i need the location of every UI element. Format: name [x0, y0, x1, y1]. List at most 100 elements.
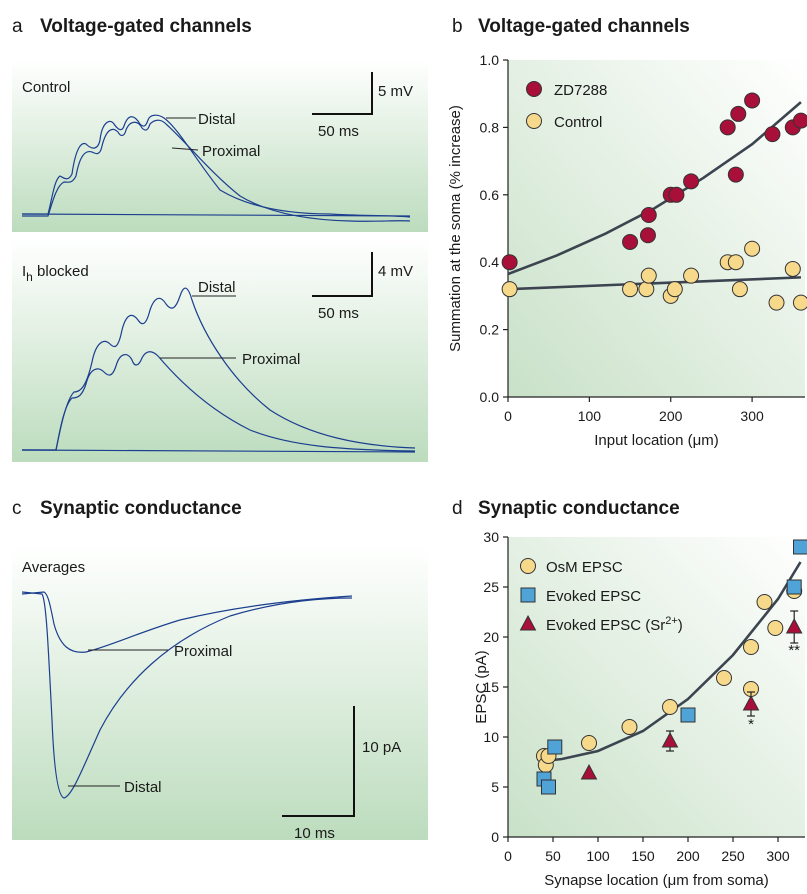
bottom-distal-label-vis: Distal — [198, 279, 236, 296]
d-y-tick-label: 5 — [491, 779, 499, 795]
d-point-square — [680, 707, 696, 723]
b-y-tick-label: 0.6 — [480, 187, 500, 203]
b-x-tick-label: 100 — [578, 408, 602, 424]
d-x-tick-label: 200 — [676, 848, 700, 864]
top-proximal-trace — [22, 119, 411, 222]
d-legend-label: Evoked EPSC (Sr2+) — [546, 615, 683, 634]
d-point-triangle — [785, 617, 803, 634]
ih-sub: h — [26, 270, 33, 284]
panel-c-letter: c — [12, 498, 22, 519]
b-point-circle — [640, 267, 657, 284]
d-point-triangle — [661, 731, 679, 748]
bottom-proximal-label: Proximal — [242, 351, 300, 368]
d-point-circle — [716, 670, 732, 686]
d-significance-mark: * — [748, 716, 754, 733]
b-point-circle — [792, 294, 807, 311]
d-point-triangle — [580, 763, 598, 780]
control-label: Control — [22, 79, 70, 96]
b-point-circle — [683, 267, 700, 284]
b-point-circle — [638, 281, 655, 298]
ih-main: I — [22, 263, 26, 280]
b-point-circle — [719, 119, 736, 136]
d-legend-sr-sup: 2+ — [665, 615, 678, 627]
top-scale-bar — [312, 72, 373, 115]
b-point-circle — [744, 240, 761, 257]
b-y-tick-label: 0.2 — [480, 322, 500, 338]
d-legend-marker — [519, 614, 537, 631]
b-legend-marker — [526, 81, 542, 97]
panel-a-top-bg — [12, 60, 428, 232]
panel-d-points: *** — [536, 539, 807, 795]
b-point-circle — [744, 92, 761, 109]
c-distal-label: Distal — [124, 779, 162, 796]
d-x-tick-label: 100 — [586, 848, 610, 864]
d-y-axis-label: EPSC (pA) — [473, 650, 490, 723]
d-x-tick-label: 0 — [504, 848, 512, 864]
top-scale-time: 50 ms — [318, 123, 359, 140]
c-proximal-label: Proximal — [174, 643, 232, 660]
c-scale-current: 10 pA — [362, 739, 401, 756]
d-point-square — [793, 539, 807, 555]
averages-label: Averages — [22, 559, 85, 576]
panel-a: a Voltage-gated channels Control 5 mV 50… — [12, 16, 428, 462]
b-point-circle — [622, 233, 639, 250]
bottom-distal-trace — [22, 287, 416, 451]
b-point-circle — [764, 126, 781, 143]
ih-rest: blocked — [33, 263, 89, 280]
b-legend-label: Control — [554, 114, 602, 131]
b-point-circle — [501, 254, 518, 271]
d-legend-label: OsM EPSC — [546, 559, 623, 576]
d-y-tick-label: 15 — [483, 679, 499, 695]
d-point-circle — [767, 620, 784, 636]
b-x-tick-label: 0 — [504, 408, 512, 424]
b-y-tick-label: 0.0 — [480, 389, 500, 405]
ih-blocked-label: Ih blocked — [22, 263, 89, 284]
d-significance-mark: ** — [788, 642, 800, 659]
c-scale-time: 10 ms — [294, 825, 335, 842]
top-distal-trace — [22, 114, 411, 218]
b-fit-curve-1 — [507, 101, 802, 276]
d-legend-sr-main: Evoked EPSC (Sr — [546, 617, 665, 634]
d-legend-marker — [520, 587, 536, 603]
b-point-circle — [727, 166, 744, 183]
b-y-axis-label: Summation at the soma (% increase) — [447, 105, 464, 352]
distal-current-trace — [21, 591, 353, 799]
d-point-circle — [756, 594, 773, 610]
d-x-tick-label: 250 — [721, 848, 745, 864]
b-legend-label: ZD7288 — [554, 82, 607, 99]
c-scale-bar — [282, 706, 355, 817]
d-legend-label: Evoked EPSC — [546, 588, 641, 605]
bottom-scale-time: 50 ms — [318, 305, 359, 322]
d-point-circle — [662, 699, 678, 715]
bottom-scale-voltage: 4 mV — [378, 263, 413, 280]
d-point-circle — [581, 735, 597, 751]
panel-b-fits — [507, 101, 802, 291]
d-x-axis-label: Synapse location (μm from soma) — [544, 872, 769, 889]
d-y-tick-label: 0 — [491, 829, 499, 845]
panel-b: b Voltage-gated channels 0.0 0.2 0.4 0.6 0.8… — [447, 16, 807, 449]
d-x-tick-label: 150 — [631, 848, 655, 864]
d-legend-sr-end: ) — [678, 617, 683, 634]
b-point-circle — [501, 281, 518, 298]
b-fit-curve-2 — [507, 276, 801, 291]
b-x-tick-label: 200 — [659, 408, 683, 424]
d-point-circle — [743, 639, 759, 655]
d-y-tick-label: 20 — [483, 629, 499, 645]
b-point-circle — [784, 260, 801, 277]
b-x-axis-label: Input location (μm) — [594, 432, 719, 449]
panel-a-title: Voltage-gated channels — [40, 16, 252, 37]
d-x-tick-label: 50 — [545, 848, 561, 864]
b-point-circle — [727, 254, 744, 271]
b-x-tick-label: 300 — [740, 408, 764, 424]
top-distal-label: Distal — [198, 111, 236, 128]
panel-b-points — [501, 92, 807, 311]
panel-d-title: Synaptic conductance — [478, 498, 680, 519]
d-legend-marker — [520, 558, 536, 574]
b-point-circle — [731, 281, 748, 298]
panel-d-letter: d — [452, 498, 463, 519]
bottom-proximal-trace — [22, 351, 416, 452]
d-x-tick-label: 300 — [766, 848, 790, 864]
panel-c-title: Synaptic conductance — [40, 498, 242, 519]
